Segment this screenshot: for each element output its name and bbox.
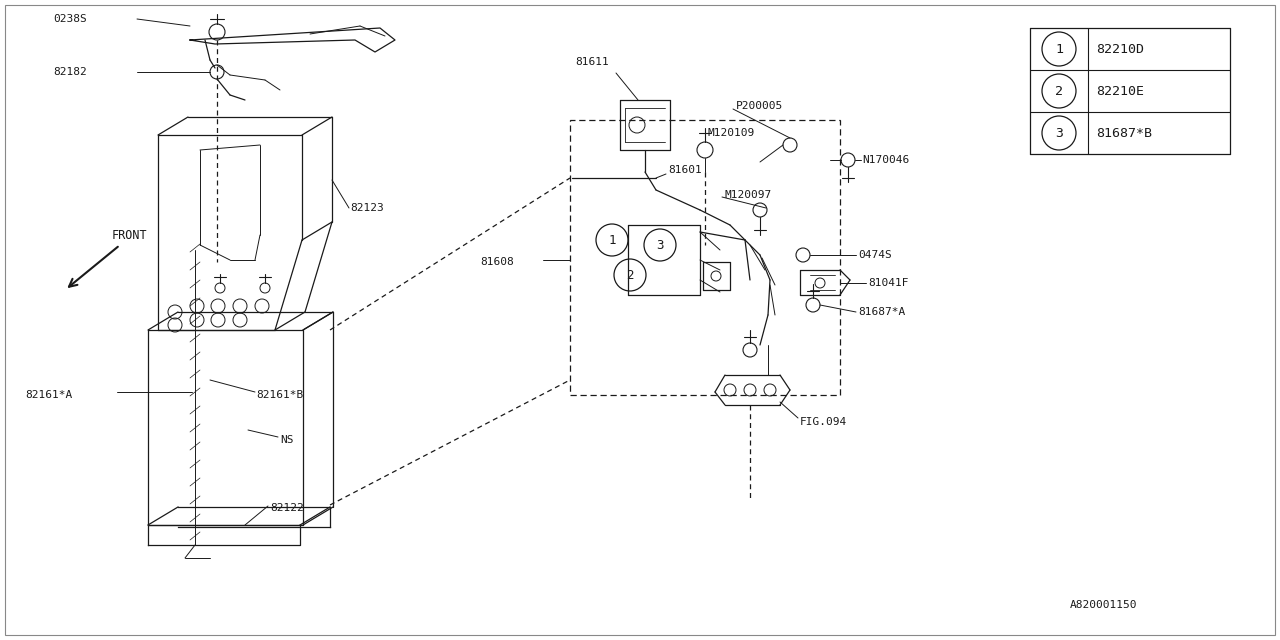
Text: P200005: P200005 [736,101,783,111]
Text: 81608: 81608 [480,257,513,267]
Text: 82182: 82182 [52,67,87,77]
Text: 82161*B: 82161*B [256,390,303,400]
Text: NS: NS [280,435,293,445]
Text: 2: 2 [1055,84,1062,97]
Text: 0474S: 0474S [858,250,892,260]
Bar [570,120,840,395]
Text: FRONT: FRONT [113,228,147,241]
Text: N170046: N170046 [861,155,909,165]
Text: FIG.094: FIG.094 [800,417,847,427]
Text: 1: 1 [1055,42,1062,56]
Text: 2: 2 [626,269,634,282]
Text: 82122: 82122 [270,503,303,513]
Text: 82210D: 82210D [1096,42,1144,56]
Text: 3: 3 [1055,127,1062,140]
Text: 82123: 82123 [349,203,384,213]
Text: 81601: 81601 [668,165,701,175]
Text: M120097: M120097 [724,190,772,200]
Text: 3: 3 [657,239,664,252]
Text: 81041F: 81041F [868,278,909,288]
Text: 1: 1 [608,234,616,246]
Text: 0238S: 0238S [52,14,87,24]
Text: 82161*A: 82161*A [26,390,72,400]
Text: 82210E: 82210E [1096,84,1144,97]
Text: 81611: 81611 [575,57,609,67]
Text: 81687*A: 81687*A [858,307,905,317]
Text: A820001150: A820001150 [1070,600,1138,610]
Text: 81687*B: 81687*B [1096,127,1152,140]
Text: M120109: M120109 [707,128,754,138]
